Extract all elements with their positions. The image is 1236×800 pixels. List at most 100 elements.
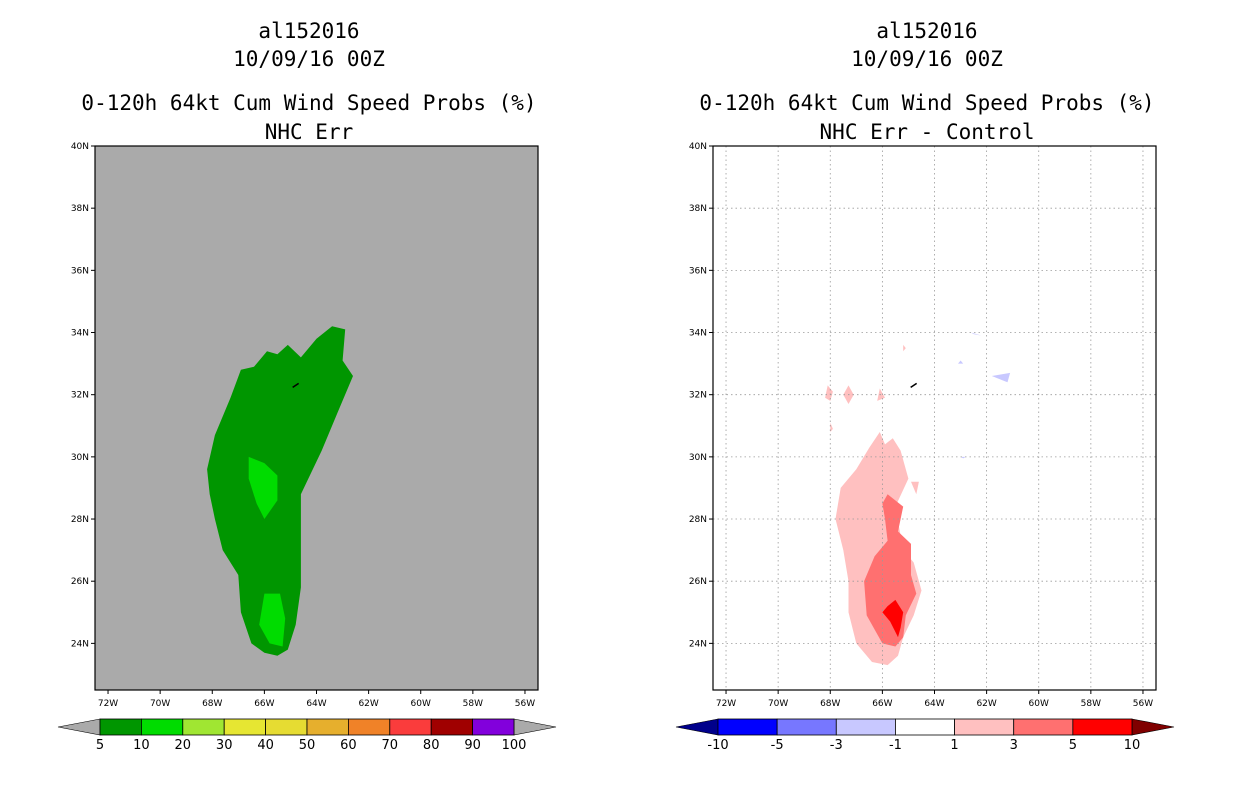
colorbar-left-arrow (57, 718, 101, 736)
y-tick-label: 34N (689, 329, 707, 339)
product-title: 0-120h 64kt Cum Wind Speed Probs (%) (699, 91, 1155, 115)
x-tick-label: 64W (924, 699, 944, 709)
x-tick-label: 62W (976, 699, 996, 709)
colorbar-label: 60 (340, 738, 357, 753)
contour-5-to-10-0 (882, 599, 904, 638)
panel-nhc-err: al152016 10/09/16 00Z 0-120h 64kt Cum Wi… (57, 19, 557, 753)
contour-5-10--0 (207, 326, 353, 656)
colorbar-swatch (430, 718, 474, 736)
x-tick-label: 72W (98, 699, 118, 709)
colorbar-label: 5 (96, 738, 104, 753)
colorbar-label: 10 (133, 738, 150, 753)
colorbar-swatch (776, 718, 837, 736)
x-tick-label: 66W (254, 699, 274, 709)
colorbar-label: 50 (299, 738, 316, 753)
colorbar: 5 10 20 30 40 50 60 70 80 90 100 (57, 718, 557, 753)
contour-1-to-3-1 (825, 385, 833, 401)
colorbar-swatch (717, 718, 778, 736)
colorbar-label: 70 (382, 738, 399, 753)
bermuda-island-marker (910, 382, 918, 389)
subtitle: NHC Err - Control (819, 120, 1035, 144)
y-tick-label: 32N (71, 391, 89, 401)
colorbar-right-arrow (1131, 718, 1175, 736)
colorbar-swatch (141, 718, 184, 736)
y-tick-label: 38N (71, 204, 89, 214)
colorbar-swatch (895, 718, 955, 736)
colorbar-label: 1 (950, 738, 958, 753)
colorbar-label: 30 (216, 738, 233, 753)
contour-10-20--1 (259, 593, 286, 647)
probability-map: 24N 26N 28N 30N 32N 34N 36N 38N 40N 72W 70W 68W 66W 6… (71, 142, 539, 709)
y-tick-label: 30N (71, 453, 89, 463)
x-tick-label: 56W (1133, 699, 1153, 709)
x-tick-label: 56W (515, 699, 535, 709)
storm-id-title: al152016 (876, 19, 978, 43)
colorbar-label: 80 (423, 738, 440, 753)
difference-map: 24N 26N 28N 30N 32N 34N 36N 38N 40N 72W 70W 68W 66W 6… (689, 142, 1157, 709)
x-tick-label: 64W (306, 699, 326, 709)
colorbar-swatch (182, 718, 225, 736)
x-tick-label: 68W (820, 699, 840, 709)
colorbar-swatch (265, 718, 308, 736)
colorbar-label: 5 (1069, 738, 1077, 753)
datetime-title: 10/09/16 00Z (233, 47, 385, 71)
x-tick-label: 62W (358, 699, 378, 709)
colorbar-label: 100 (502, 738, 527, 753)
contour-3-to-5-0 (864, 494, 917, 647)
y-tick-label: 26N (689, 577, 707, 587)
x-tick-label: 68W (202, 699, 222, 709)
colorbar-label: 10 (1124, 738, 1141, 753)
x-tick-label: 58W (463, 699, 483, 709)
x-tick-label: 72W (716, 699, 736, 709)
y-tick-label: 28N (71, 515, 89, 525)
colorbar-swatch (99, 718, 142, 736)
colorbar-swatch (472, 718, 515, 736)
y-tick-label: 28N (689, 515, 707, 525)
x-tick-label: 58W (1081, 699, 1101, 709)
contour-1-to-3-5 (830, 422, 833, 432)
colorbar-label: 20 (175, 738, 192, 753)
colorbar-label: 3 (1010, 738, 1018, 753)
contour-1-to-3-6 (911, 481, 919, 495)
y-tick-label: 32N (689, 391, 707, 401)
y-tick-label: 36N (689, 266, 707, 276)
contour--3-to-1-1 (958, 360, 964, 364)
subtitle: NHC Err (264, 120, 354, 144)
x-tick-label: 70W (768, 699, 788, 709)
colorbar-label: -5 (771, 738, 784, 753)
contour-10-20--0 (248, 456, 278, 519)
y-tick-label: 30N (689, 453, 707, 463)
datetime-title: 10/09/16 00Z (851, 47, 1003, 71)
colorbar-label: -3 (830, 738, 843, 753)
y-tick-label: 38N (689, 204, 707, 214)
colorbar-swatch (835, 718, 896, 736)
x-tick-label: 70W (150, 699, 170, 709)
y-tick-label: 26N (71, 577, 89, 587)
colorbar-swatch (1072, 718, 1133, 736)
y-tick-label: 34N (71, 329, 89, 339)
x-tick-label: 60W (1029, 699, 1049, 709)
y-tick-label: 24N (689, 639, 707, 649)
colorbar-swatch (389, 718, 432, 736)
colorbar-swatch (954, 718, 1015, 736)
colorbar-left-arrow (675, 718, 719, 736)
colorbar-label: 90 (464, 738, 481, 753)
contour-1-to-3-4 (903, 344, 906, 352)
colorbar-label: -10 (707, 738, 728, 753)
colorbar-right-arrow (513, 718, 557, 736)
colorbar: -10 -5 -3 -1 1 3 5 10 (675, 718, 1175, 753)
contour--3-to-1-2 (991, 372, 1011, 383)
colorbar-swatch (1013, 718, 1074, 736)
product-title: 0-120h 64kt Cum Wind Speed Probs (%) (81, 91, 537, 115)
y-tick-label: 40N (689, 142, 707, 152)
colorbar-label: -1 (889, 738, 902, 753)
colorbar-swatch (223, 718, 266, 736)
bermuda-island-marker (292, 382, 300, 389)
contour--3-to-1-3 (960, 456, 966, 459)
colorbar-swatch (347, 718, 391, 736)
panel-nhc-err-minus-control: al152016 10/09/16 00Z 0-120h 64kt Cum Wi… (618, 0, 1236, 800)
colorbar-label: 40 (257, 738, 274, 753)
x-tick-label: 66W (872, 699, 892, 709)
colorbar-swatch (306, 718, 349, 736)
y-tick-label: 40N (71, 142, 89, 152)
